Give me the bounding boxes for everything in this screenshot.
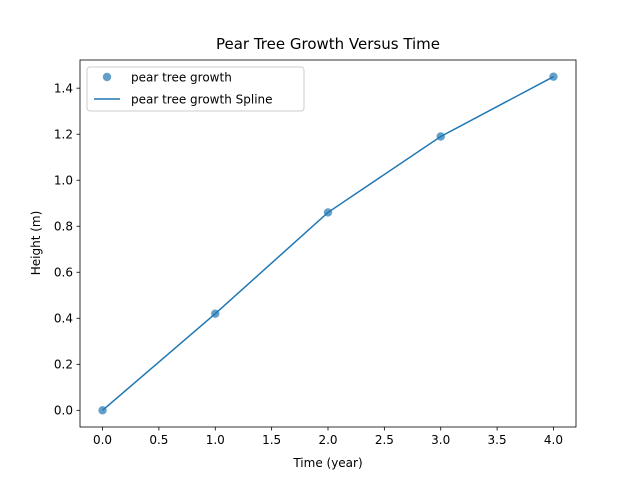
y-tick-label: 0.0: [54, 404, 73, 418]
legend-box: [86, 66, 305, 112]
y-tick-label: 1.2: [54, 128, 73, 142]
x-tick-label: 0.0: [93, 433, 112, 447]
x-tick-label: 1.0: [206, 433, 225, 447]
chart-title: Pear Tree Growth Versus Time: [216, 35, 440, 53]
y-tick-label: 0.8: [54, 220, 73, 234]
legend: pear tree growth pear tree growth Spline: [86, 66, 305, 112]
legend-scatter-marker: [102, 72, 112, 82]
y-axis-label: Height (m): [29, 211, 43, 276]
x-tick-label: 1.5: [262, 433, 281, 447]
legend-entry-label: pear tree growth Spline: [131, 92, 273, 106]
plot-area: 0.0 0.5 1.0 1.5 2.0 2.5 3.0 3.5 4.0 0.0 0.2 0.4 0.6 0…: [54, 59, 577, 447]
x-axis-label: Time (year): [292, 456, 362, 470]
y-tick-label: 1.4: [54, 81, 73, 95]
series-line-1: [102, 76, 554, 411]
x-tick-label: 4.0: [544, 433, 563, 447]
y-tick-label: 0.2: [54, 358, 73, 372]
x-tick-label: 3.5: [488, 433, 507, 447]
x-tick-label: 0.5: [149, 433, 168, 447]
x-tick-label: 2.5: [375, 433, 394, 447]
legend-entry-label: pear tree growth: [131, 70, 232, 84]
y-tick-label: 0.4: [54, 312, 73, 326]
y-tick-label: 1.0: [54, 174, 73, 188]
x-tick-label: 2.0: [318, 433, 337, 447]
y-tick-label: 0.6: [54, 266, 73, 280]
x-tick-label: 3.0: [431, 433, 450, 447]
